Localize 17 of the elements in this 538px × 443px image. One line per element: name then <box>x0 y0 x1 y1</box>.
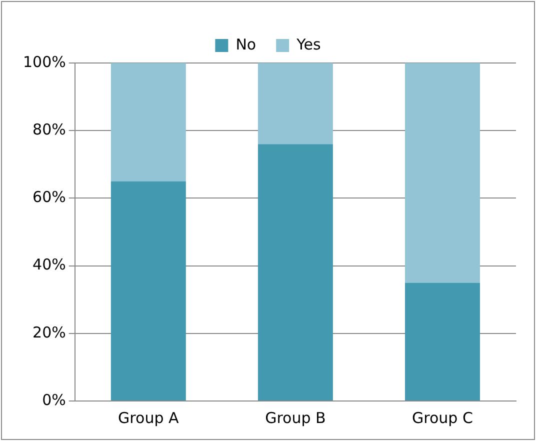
y-tick-label: 100% <box>22 52 66 71</box>
bar <box>110 63 186 182</box>
bar <box>258 63 333 144</box>
x-tick-label: Group B <box>265 408 326 427</box>
x-tick-label: Group C <box>412 408 473 427</box>
bar <box>258 144 333 400</box>
bar <box>404 282 480 400</box>
y-tick-label: 80% <box>32 120 66 138</box>
y-tick-label: 0% <box>42 390 66 409</box>
bar <box>110 181 186 400</box>
y-tick-label: 20% <box>32 323 66 342</box>
x-tick-label: Group A <box>118 408 180 427</box>
y-tick-label: 40% <box>32 256 66 274</box>
bar <box>404 63 480 283</box>
y-tick-label: 60% <box>32 188 66 206</box>
legend-label: Yes <box>296 35 321 54</box>
legend-label: No <box>236 35 256 54</box>
